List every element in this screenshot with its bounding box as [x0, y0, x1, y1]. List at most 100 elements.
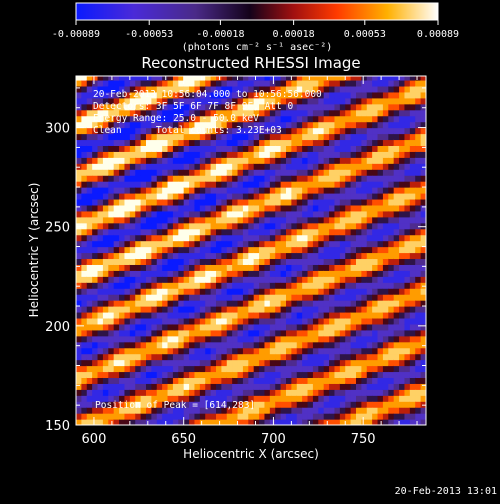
heatmap-cell	[409, 335, 416, 343]
heatmap-cell	[226, 222, 233, 230]
heatmap-cell	[366, 377, 373, 384]
heatmap-cell	[237, 329, 244, 337]
heatmap-cell	[92, 371, 99, 379]
heatmap-cell	[172, 347, 179, 355]
heatmap-cell	[183, 85, 190, 93]
heatmap-cell	[221, 169, 228, 176]
heatmap-cell	[167, 222, 174, 230]
heatmap-cell	[388, 181, 395, 188]
heatmap-cell	[248, 79, 255, 87]
heatmap-cell	[172, 329, 179, 337]
heatmap-cell	[269, 97, 276, 105]
heatmap-cell	[275, 79, 282, 87]
heatmap-cell	[210, 181, 217, 188]
heatmap-cell	[275, 192, 282, 200]
heatmap-cell	[172, 335, 179, 343]
heatmap-cell	[97, 139, 104, 146]
heatmap-cell	[210, 294, 217, 301]
heatmap-cell	[334, 311, 341, 319]
heatmap-cell	[162, 294, 169, 301]
heatmap-cell	[339, 91, 346, 99]
heatmap-cell	[377, 401, 384, 408]
y-tick-label: 150	[45, 419, 70, 434]
heatmap-cell	[194, 85, 201, 93]
heatmap-cell	[210, 276, 217, 283]
heatmap-cell	[124, 97, 131, 105]
heatmap-cell	[194, 115, 201, 123]
heatmap-cell	[146, 157, 152, 164]
heatmap-cell	[350, 300, 357, 307]
heatmap-cell	[269, 127, 276, 135]
heatmap-cell	[345, 353, 352, 361]
heatmap-cell	[242, 413, 249, 420]
heatmap-cell	[415, 103, 422, 111]
heatmap-cell	[253, 91, 260, 99]
heatmap-cell	[404, 103, 411, 111]
heatmap-cell	[172, 115, 179, 123]
heatmap-cell	[237, 76, 244, 81]
heatmap-cell	[361, 181, 368, 188]
heatmap-cell	[232, 246, 239, 254]
heatmap-cell	[286, 121, 292, 129]
heatmap-cell	[226, 79, 233, 87]
heatmap-cell	[167, 317, 174, 325]
heatmap-cell	[334, 246, 341, 254]
heatmap-cell	[334, 258, 341, 265]
heatmap-cell	[356, 228, 362, 236]
heatmap-cell	[312, 311, 319, 319]
heatmap-cell	[275, 216, 282, 224]
heatmap-cell	[172, 85, 179, 93]
heatmap-cell	[162, 204, 169, 212]
heatmap-cell	[312, 258, 319, 265]
heatmap-cell	[334, 270, 341, 277]
heatmap-cell	[318, 270, 325, 277]
heatmap-cell	[119, 91, 126, 99]
heatmap-cell	[361, 341, 368, 349]
heatmap-cell	[334, 288, 341, 295]
heatmap-cell	[329, 222, 336, 230]
heatmap-cell	[81, 341, 88, 349]
heatmap-cell	[97, 264, 104, 271]
heatmap-cell	[318, 109, 325, 117]
heatmap-cell	[393, 109, 400, 117]
heatmap-cell	[366, 264, 373, 271]
heatmap-cell	[372, 258, 379, 265]
heatmap-cell	[404, 187, 411, 194]
heatmap-cell	[393, 133, 400, 141]
heatmap-cell	[232, 222, 239, 230]
heatmap-cell	[92, 395, 99, 402]
heatmap-cell	[329, 294, 336, 301]
heatmap-cell	[286, 270, 292, 277]
heatmap-cell	[302, 103, 309, 111]
heatmap-cell	[291, 91, 298, 99]
heatmap-cell	[302, 329, 309, 337]
heatmap-cell	[329, 341, 336, 349]
heatmap-cell	[119, 258, 126, 265]
heatmap-cell	[323, 228, 330, 236]
heatmap-cell	[382, 79, 389, 87]
heatmap-cell	[92, 204, 99, 212]
heatmap-cell	[86, 210, 93, 218]
heatmap-cell	[382, 216, 389, 224]
heatmap-cell	[339, 246, 346, 254]
heatmap-cell	[409, 198, 416, 206]
heatmap-cell	[221, 341, 228, 349]
heatmap-cell	[81, 181, 88, 188]
heatmap-cell	[280, 216, 287, 224]
heatmap-cell	[119, 115, 126, 123]
heatmap-cell	[323, 234, 330, 242]
heatmap-cell	[339, 407, 346, 414]
heatmap-cell	[140, 228, 147, 236]
heatmap-cell	[172, 228, 179, 236]
heatmap-cell	[388, 341, 395, 349]
heatmap-cell	[199, 97, 206, 105]
heatmap-cell	[318, 258, 325, 265]
heatmap-cell	[86, 258, 93, 265]
heatmap-cell	[334, 347, 341, 355]
heatmap-cell	[388, 79, 395, 87]
heatmap-cell	[323, 222, 330, 230]
heatmap-cell	[388, 413, 395, 420]
heatmap-cell	[76, 85, 82, 93]
heatmap-cell	[372, 317, 379, 325]
heatmap-cell	[420, 228, 426, 236]
